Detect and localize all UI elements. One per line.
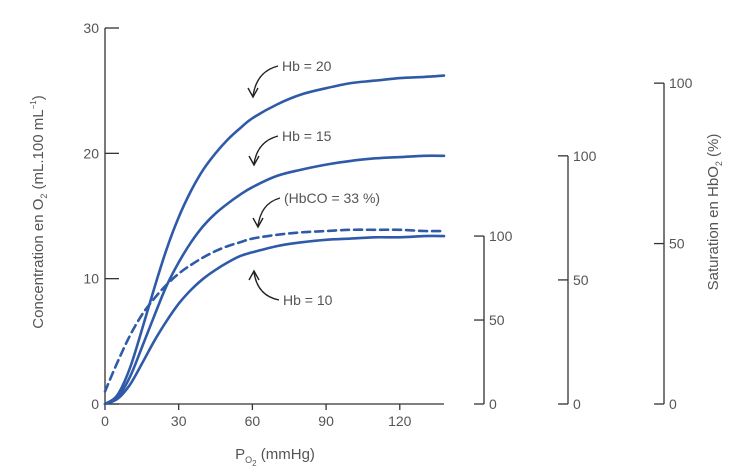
x-tick-label: 0 <box>101 413 109 429</box>
annotation-hb15: Hb = 15 <box>248 128 332 167</box>
y-tick-label: 0 <box>91 396 99 412</box>
series-label-hbco: (HbCO = 33 %) <box>284 190 380 206</box>
x-tick-label: 120 <box>388 413 412 429</box>
arrow-hb10 <box>253 271 280 301</box>
curve-series-1 <box>103 154 446 406</box>
arrow-hb15 <box>253 135 279 165</box>
arrowhead-hbco <box>252 217 264 229</box>
y-axis-label: Concentration en O2 (mL.100 mL−1) <box>29 95 49 328</box>
y-tick-label: 20 <box>83 145 99 161</box>
saturation-tick-label: 50 <box>573 272 589 288</box>
arrowhead-hb15 <box>248 155 260 167</box>
curve-series-3 <box>103 234 446 406</box>
y-tick-label: 30 <box>83 20 99 36</box>
curve-series-2 <box>103 228 446 393</box>
saturation-tick-label: 50 <box>669 236 685 252</box>
saturation-axis-label: Saturation en HbO2 (%) <box>705 134 724 291</box>
saturation-axes: 0 50 100 0 50 100 0 50 100 <box>474 75 693 412</box>
saturation-tick-label: 0 <box>669 396 677 412</box>
saturation-tick-label: 50 <box>489 312 505 328</box>
saturation-tick-label: 100 <box>669 75 693 91</box>
saturation-tick-label: 100 <box>573 148 597 164</box>
annotation-hb20: Hb = 20 <box>247 58 332 99</box>
x-tick-label: 30 <box>171 413 187 429</box>
annotation-hb10: Hb = 10 <box>248 269 333 308</box>
y-axis-ticks: 0 10 20 30 <box>83 20 119 412</box>
x-tick-label: 90 <box>318 413 334 429</box>
curves-group <box>103 74 446 406</box>
saturation-tick-label: 0 <box>573 396 581 412</box>
saturation-tick-label: 100 <box>489 228 513 244</box>
series-label-hb15: Hb = 15 <box>282 128 332 144</box>
y-tick-label: 10 <box>83 271 99 287</box>
arrowhead-hb10 <box>248 269 260 281</box>
curve-series-0 <box>103 74 446 406</box>
arrow-hb20 <box>252 65 279 97</box>
arrowhead-hb20 <box>247 87 259 99</box>
arrow-hbco <box>257 197 281 227</box>
x-axis-label: PO2 (mmHg) <box>235 446 315 468</box>
x-axis-ticks: 0 30 60 90 120 <box>101 404 412 429</box>
x-tick-label: 60 <box>245 413 261 429</box>
saturation-axis-0: 0 50 100 <box>474 228 513 412</box>
series-label-hb20: Hb = 20 <box>282 58 332 74</box>
saturation-axis-1: 0 50 100 <box>558 148 597 412</box>
series-label-hb10: Hb = 10 <box>283 292 333 308</box>
saturation-tick-label: 0 <box>489 396 497 412</box>
saturation-axis-2: 0 50 100 <box>654 75 693 412</box>
annotation-hbco: (HbCO = 33 %) <box>252 190 380 229</box>
